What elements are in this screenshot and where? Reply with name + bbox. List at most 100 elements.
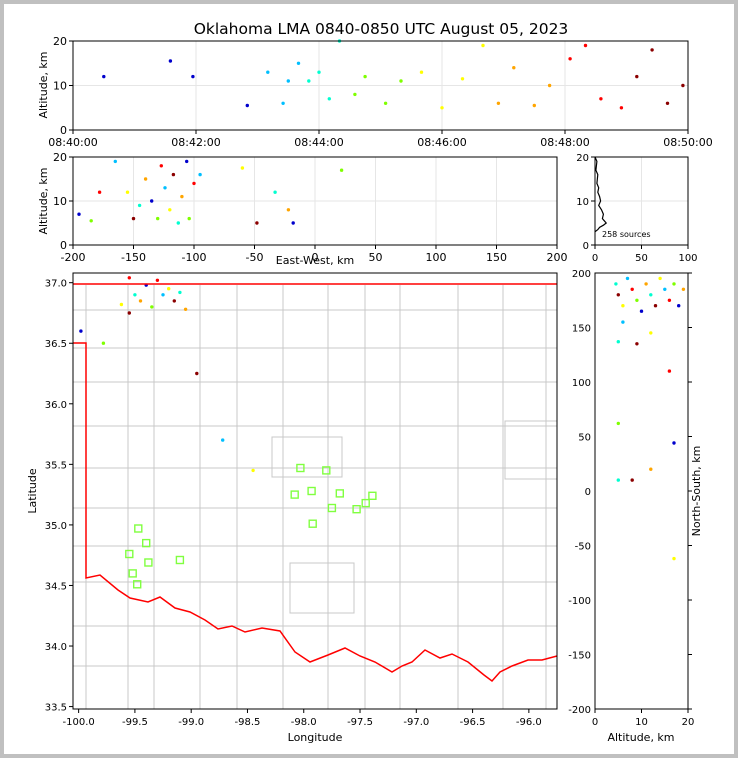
y-tick-label: -100 [568, 596, 591, 607]
lightning-source-point [681, 83, 685, 88]
lightning-source-point [649, 293, 653, 297]
lightning-source-point [663, 287, 667, 291]
x-tick-label: 50 [635, 253, 648, 264]
x-tick-label: 0 [592, 253, 598, 264]
lightning-source-point [159, 164, 163, 168]
lightning-source-point [221, 438, 225, 442]
y-tick-label: 10 [53, 80, 67, 93]
lightning-source-point [183, 307, 188, 311]
y-tick-label: -150 [568, 651, 591, 662]
x-tick-label: -100 [182, 251, 207, 264]
lma-station-marker [128, 569, 137, 578]
lightning-source-point [163, 186, 167, 190]
lightning-source-point [195, 371, 199, 376]
east-west-ylabel: Altitude, km [37, 167, 50, 234]
lightning-source-point [621, 320, 625, 324]
lightning-source-point [667, 298, 672, 302]
y-tick-label: 150 [572, 324, 591, 335]
y-tick-label: 35.5 [45, 460, 67, 471]
y-tick-label: 35.0 [45, 521, 67, 532]
y-tick-label: 36.5 [45, 339, 67, 350]
lightning-source-point [681, 287, 686, 291]
lightning-source-point [155, 278, 160, 282]
x-tick-label: -96.5 [460, 717, 486, 728]
lightning-source-point [496, 101, 501, 106]
y-tick-label: 0 [60, 124, 67, 137]
y-tick-label: 36.0 [45, 400, 67, 411]
lightning-source-point [667, 369, 672, 373]
histogram-axes-frame [594, 156, 689, 246]
time-height-ylabel: Altitude, km [37, 51, 50, 118]
lightning-source-point [460, 77, 465, 81]
lightning-source-point [156, 216, 160, 221]
y-tick-label: 0 [583, 241, 589, 252]
lma-station-marker [322, 466, 331, 475]
lightning-source-point [353, 92, 357, 97]
lightning-source-point [296, 61, 301, 65]
lma-station-marker [296, 463, 305, 473]
lightning-source-point [240, 166, 245, 170]
y-tick-label: 10 [576, 197, 589, 208]
y-tick-label: 10 [53, 195, 67, 208]
east-west-xlabel: East-West, km [276, 254, 354, 267]
y-tick-label: 34.5 [45, 581, 67, 592]
x-tick-label: 200 [547, 251, 568, 264]
lightning-source-point [532, 103, 536, 108]
plan-view-xlabel: Longitude [288, 731, 343, 744]
lightning-source-point [649, 331, 653, 335]
lightning-source-point [672, 282, 676, 286]
lightning-source-point [399, 79, 403, 83]
lightning-source-point [658, 276, 662, 281]
lma-station-marker [141, 538, 151, 548]
y-tick-label: 33.5 [45, 703, 67, 714]
lightning-source-point [167, 287, 171, 291]
lightning-source-point [639, 309, 644, 313]
lma-station-marker [144, 558, 153, 567]
x-tick-label: 0 [592, 717, 598, 728]
lightning-source-point [168, 59, 173, 63]
y-tick-label: 20 [53, 151, 67, 164]
lightning-source-point [79, 329, 83, 333]
x-tick-label: 150 [486, 251, 507, 264]
lightning-source-point [101, 341, 106, 345]
lma-station-marker [307, 486, 316, 496]
lightning-source-point [125, 190, 130, 194]
lma-station-marker [361, 498, 370, 508]
time-height-axes-frame [72, 40, 689, 131]
lightning-source-point [512, 66, 516, 70]
lightning-source-point [168, 208, 172, 212]
x-tick-label: 10 [635, 717, 648, 728]
lightning-source-point [286, 208, 291, 212]
x-tick-label: 08:44:00 [294, 136, 343, 149]
lightning-source-point [363, 74, 367, 79]
lightning-source-point [180, 194, 184, 199]
lightning-source-point [307, 79, 311, 83]
lightning-source-point [127, 276, 131, 280]
lightning-source-point [383, 101, 388, 106]
lightning-source-point [150, 199, 154, 203]
y-tick-label: 100 [572, 378, 591, 389]
x-tick-label: 50 [369, 251, 383, 264]
x-tick-label: -98.5 [235, 717, 261, 728]
east-west-panel: -200 -150 -100 -50 0 50 100 150 200 0 10 20 Altitud… [37, 151, 568, 267]
y-tick-label: 20 [576, 153, 589, 164]
x-tick-label: -96.0 [516, 717, 542, 728]
lightning-source-point [138, 299, 143, 303]
lma-station-marker [134, 524, 143, 533]
time-height-panel: 08:40:00 08:42:00 08:44:00 08:46:00 08:48:00… [37, 35, 713, 149]
lightning-source-point [568, 57, 572, 61]
x-tick-label: -99.5 [122, 717, 148, 728]
lma-station-marker [132, 580, 142, 589]
lma-station-marker [327, 503, 337, 513]
lightning-source-point [650, 48, 654, 52]
lightning-source-point [630, 287, 634, 291]
county-lines [73, 285, 558, 709]
x-tick-label: -98.0 [291, 717, 317, 728]
east-west-axes-frame [72, 156, 558, 246]
lightning-source-point [161, 293, 165, 297]
lma-station-marker [175, 555, 185, 565]
x-tick-label: -50 [246, 251, 264, 264]
county-boundary [289, 562, 355, 614]
lma-station-marker [125, 549, 134, 559]
lightning-source-point [171, 172, 176, 177]
